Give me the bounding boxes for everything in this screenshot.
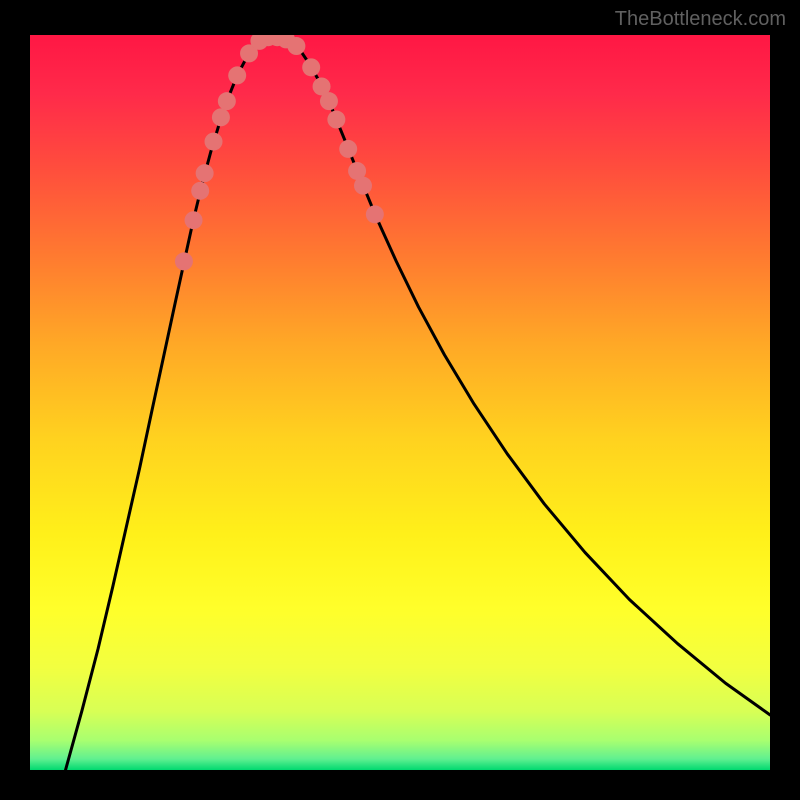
plot-area — [30, 35, 770, 770]
data-marker — [228, 66, 246, 84]
data-marker — [191, 182, 209, 200]
data-marker — [212, 108, 230, 126]
watermark-text: TheBottleneck.com — [615, 8, 786, 31]
data-marker — [327, 111, 345, 129]
data-marker — [185, 211, 203, 229]
data-marker — [218, 92, 236, 110]
data-marker — [302, 58, 320, 76]
data-marker — [196, 164, 214, 182]
data-marker — [354, 177, 372, 195]
chart-curve — [30, 35, 770, 770]
data-marker — [320, 92, 338, 110]
data-marker — [366, 205, 384, 223]
data-marker — [287, 37, 305, 55]
data-marker — [205, 133, 223, 151]
data-marker — [339, 140, 357, 158]
data-marker — [175, 252, 193, 270]
